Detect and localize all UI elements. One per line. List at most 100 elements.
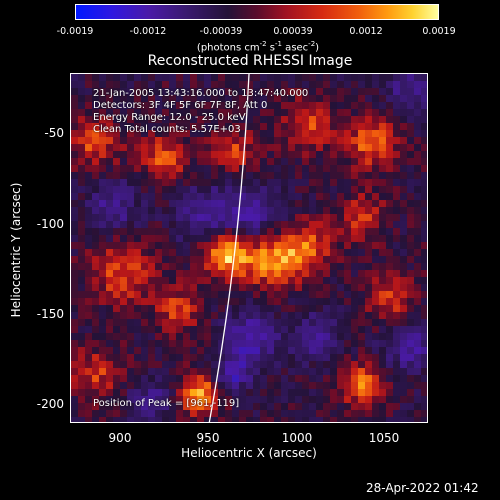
heatmap-cell	[190, 277, 198, 285]
heatmap-cell	[183, 389, 191, 397]
heatmap-cell	[323, 95, 331, 103]
heatmap-cell	[316, 214, 324, 222]
heatmap-cell	[246, 158, 254, 166]
heatmap-cell	[120, 382, 128, 390]
heatmap-cell	[260, 74, 268, 82]
heatmap-cell	[78, 74, 86, 82]
heatmap-cell	[225, 207, 233, 215]
heatmap-cell	[120, 214, 128, 222]
heatmap-cell	[85, 228, 93, 236]
heatmap-cell	[225, 382, 233, 390]
heatmap-cell	[330, 403, 338, 411]
heatmap-cell	[253, 333, 261, 341]
heatmap-cell	[176, 417, 184, 422]
heatmap-cell	[239, 130, 247, 138]
heatmap-cell	[281, 256, 289, 264]
heatmap-cell	[134, 116, 142, 124]
heatmap-cell	[134, 123, 142, 131]
heatmap-cell	[71, 221, 79, 229]
heatmap-cell	[365, 298, 373, 306]
heatmap-cell	[316, 340, 324, 348]
heatmap-cell	[344, 298, 352, 306]
heatmap-cell	[204, 340, 212, 348]
heatmap-cell	[106, 284, 114, 292]
heatmap-cell	[176, 172, 184, 180]
heatmap-cell	[190, 403, 198, 411]
heatmap-cell	[127, 158, 135, 166]
heatmap-cell	[400, 410, 408, 418]
heatmap-cell	[372, 277, 380, 285]
heatmap-cell	[421, 130, 427, 138]
heatmap-cell	[78, 375, 86, 383]
heatmap-cell	[148, 354, 156, 362]
heatmap-cell	[295, 193, 303, 201]
heatmap-cell	[113, 123, 121, 131]
heatmap-cell	[246, 207, 254, 215]
heatmap-cell	[344, 221, 352, 229]
heatmap-cell	[190, 263, 198, 271]
heatmap-cell	[197, 298, 205, 306]
heatmap-cell	[211, 375, 219, 383]
heatmap-cell	[183, 123, 191, 131]
heatmap-cell	[288, 165, 296, 173]
heatmap-cell	[281, 214, 289, 222]
heatmap-cell	[302, 228, 310, 236]
heatmap-cell	[211, 172, 219, 180]
heatmap-cell	[99, 389, 107, 397]
heatmap-cell	[358, 305, 366, 313]
heatmap-cell	[260, 326, 268, 334]
heatmap-cell	[386, 130, 394, 138]
heatmap-cell	[295, 403, 303, 411]
heatmap-cell	[204, 368, 212, 376]
heatmap-cell	[99, 347, 107, 355]
heatmap-cell	[330, 186, 338, 194]
heatmap-cell	[239, 375, 247, 383]
heatmap-cell	[246, 312, 254, 320]
heatmap-cell	[365, 403, 373, 411]
heatmap-cell	[99, 375, 107, 383]
heatmap-cell	[71, 340, 79, 348]
heatmap-cell	[169, 284, 177, 292]
heatmap-cell	[169, 347, 177, 355]
heatmap-cell	[190, 410, 198, 418]
heatmap-cell	[288, 263, 296, 271]
heatmap-cell	[330, 410, 338, 418]
heatmap-cell	[414, 186, 422, 194]
heatmap-cell	[379, 109, 387, 117]
heatmap-cell	[218, 312, 226, 320]
heatmap-cell	[316, 270, 324, 278]
heatmap-cell	[267, 242, 275, 250]
heatmap-cell	[197, 291, 205, 299]
heatmap-cell	[176, 137, 184, 145]
heatmap-cell	[288, 179, 296, 187]
heatmap-cell	[239, 396, 247, 404]
heatmap-cell	[351, 291, 359, 299]
heatmap-cell	[372, 368, 380, 376]
heatmap-cell	[127, 361, 135, 369]
heatmap-cell	[92, 389, 100, 397]
heatmap-cell	[211, 298, 219, 306]
heatmap-cell	[260, 200, 268, 208]
heatmap-cell	[85, 368, 93, 376]
heatmap-cell	[134, 193, 142, 201]
heatmap-cell	[246, 214, 254, 222]
heatmap-cell	[302, 270, 310, 278]
heatmap-cell	[120, 305, 128, 313]
heatmap-cell	[274, 158, 282, 166]
heatmap-cell	[120, 228, 128, 236]
heatmap-cell	[218, 389, 226, 397]
heatmap-cell	[365, 88, 373, 96]
heatmap-cell	[344, 410, 352, 418]
heatmap-cell	[155, 368, 163, 376]
heatmap-cell	[351, 256, 359, 264]
heatmap-cell	[288, 151, 296, 159]
heatmap-cell	[113, 277, 121, 285]
heatmap-cell	[183, 403, 191, 411]
heatmap-cell	[85, 263, 93, 271]
heatmap-cell	[323, 361, 331, 369]
heatmap-cell	[127, 172, 135, 180]
heatmap-cell	[414, 256, 422, 264]
heatmap-cell	[246, 172, 254, 180]
heatmap-cell	[127, 347, 135, 355]
heatmap-cell	[211, 256, 219, 264]
